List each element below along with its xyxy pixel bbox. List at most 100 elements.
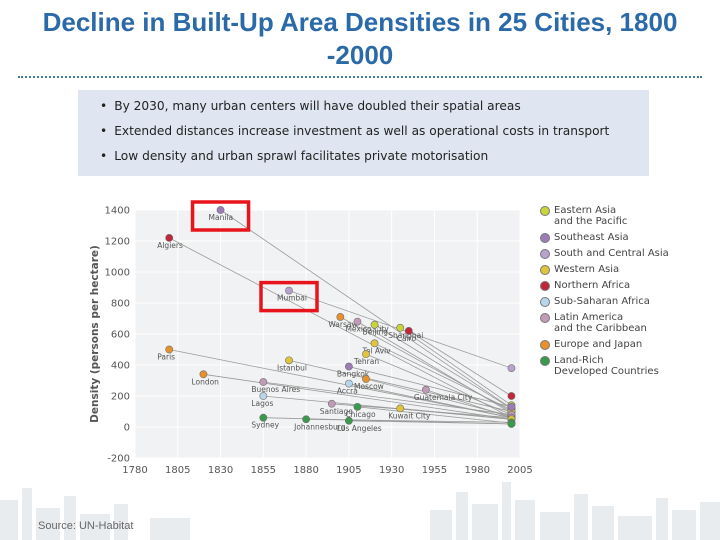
legend-label: Eastern Asia	[554, 205, 617, 216]
bullet-item: By 2030, many urban centers will have do…	[100, 96, 649, 121]
highlight-box	[190, 200, 251, 232]
city-label: Tehran	[353, 357, 379, 366]
series-line-kuwait-city	[400, 408, 512, 420]
data-point	[396, 323, 405, 332]
data-point	[336, 313, 345, 321]
y-tick-label: 1000	[105, 268, 130, 279]
legend-item: Eastern Asia and the Pacific	[540, 205, 710, 227]
city-label: Moscow	[354, 382, 384, 391]
y-tick-label: 800	[111, 299, 130, 310]
bullet-list: By 2030, many urban centers will have do…	[78, 90, 649, 171]
data-point	[216, 206, 225, 214]
series-line-shanghai	[399, 327, 512, 406]
y-tick-label: 0	[124, 423, 130, 434]
city-label: Santiago	[320, 407, 353, 416]
legend-swatch	[540, 206, 550, 216]
title-divider	[18, 76, 702, 78]
series-line-mexico-city	[357, 321, 512, 414]
legend-label: Western Asia	[554, 264, 620, 275]
x-tick-label: 1780	[122, 465, 147, 476]
y-tick-label: 1400	[105, 206, 130, 217]
y-tick-label: 1200	[105, 237, 130, 248]
city-label: Lagos	[251, 399, 273, 408]
legend-label: and the Caribbean	[554, 323, 647, 334]
slide-title-line-1: Decline in Built-Up Area Densities in 25…	[42, 7, 678, 37]
x-tick-label: 1980	[464, 465, 489, 476]
legend-item: Western Asia	[540, 264, 710, 275]
x-tick-label: 1805	[165, 465, 190, 476]
series-line-chicago	[357, 406, 512, 424]
data-point	[353, 402, 362, 411]
x-tick-label: 1905	[336, 465, 361, 476]
x-tick-label: 1930	[379, 465, 404, 476]
city-label: Algiers	[157, 241, 183, 250]
data-point	[370, 320, 379, 329]
highlight-box	[259, 280, 319, 313]
city-label: Kuwait City	[388, 411, 431, 420]
series-line-johannesburg	[306, 418, 512, 423]
legend-label: Southeast Asia	[554, 232, 629, 243]
city-label: Paris	[157, 353, 175, 362]
city-label: Bangkok	[337, 370, 370, 379]
y-tick-label: 600	[111, 330, 130, 341]
legend-label: Northern Africa	[554, 280, 631, 291]
city-label: Buenos Aires	[251, 385, 300, 394]
legend-item: Southeast Asia	[540, 232, 710, 243]
legend-item: South and Central Asia	[540, 248, 710, 259]
city-label: Accra	[337, 387, 358, 396]
data-point	[362, 350, 370, 359]
legend-label: Land-Rich	[554, 355, 604, 366]
legend-item: Sub-Saharan Africa	[540, 296, 710, 307]
data-point	[404, 326, 413, 335]
city-label: Chicago	[345, 410, 376, 419]
y-tick-label: 200	[111, 392, 130, 403]
city-label: Mexico City	[345, 325, 389, 334]
legend-item: Latin America and the Caribbean	[540, 312, 710, 334]
series-line-accra	[348, 383, 512, 419]
data-point	[327, 399, 336, 408]
y-tick-label: 400	[111, 361, 130, 372]
legend-swatch	[540, 249, 550, 259]
series-line-paris	[169, 349, 512, 419]
data-point	[507, 392, 516, 400]
bullet-box: By 2030, many urban centers will have do…	[78, 90, 649, 176]
legend-item: Land-Rich Developed Countries	[540, 355, 710, 377]
legend-item: Northern Africa	[540, 280, 710, 291]
data-point	[259, 378, 268, 386]
legend-label: Latin America	[554, 312, 624, 323]
legend-label: Sub-Saharan Africa	[554, 296, 650, 307]
bullet-item: Extended distances increase investment a…	[100, 121, 649, 146]
legend-label: Europe and Japan	[554, 339, 643, 350]
city-skyline-watermark	[0, 482, 720, 540]
density-chart: 1780 1805 1830 1855 1880 1905 1930 1955 1980 2005…	[89, 200, 533, 476]
legend-label: South and Central Asia	[554, 248, 669, 259]
city-label: Tel Aviv	[362, 346, 392, 355]
city-label: Los Angeles	[337, 424, 382, 433]
x-tick-label: 1955	[422, 465, 447, 476]
y-tick-label: -200	[107, 454, 130, 465]
data-point	[285, 286, 293, 295]
data-point	[507, 364, 516, 372]
legend-label: Developed Countries	[554, 366, 659, 377]
legend-swatch	[540, 233, 550, 243]
x-tick-label: 1855	[251, 465, 276, 476]
city-label: Johannesburg	[293, 422, 346, 431]
data-point	[421, 385, 430, 394]
series-line-algiers	[169, 237, 512, 419]
series-line-bangkok	[348, 366, 512, 408]
data-point	[344, 416, 353, 425]
data-point	[396, 404, 405, 413]
data-point	[165, 234, 174, 242]
legend-swatch	[540, 297, 550, 307]
data-point	[302, 415, 311, 424]
source-note: Source: UN-Habitat	[38, 520, 134, 532]
data-point	[285, 356, 293, 365]
series-line-london	[203, 373, 512, 420]
series-line-beijing	[374, 324, 512, 409]
data-point	[353, 317, 362, 326]
bullet-item: Low density and urban sprawl facilitates…	[100, 146, 649, 171]
series-line-manila	[220, 209, 512, 409]
x-tick-label: 1880	[293, 465, 318, 476]
series-line-istanbul	[288, 360, 512, 412]
slide-title-line-2: -2000	[326, 40, 394, 70]
